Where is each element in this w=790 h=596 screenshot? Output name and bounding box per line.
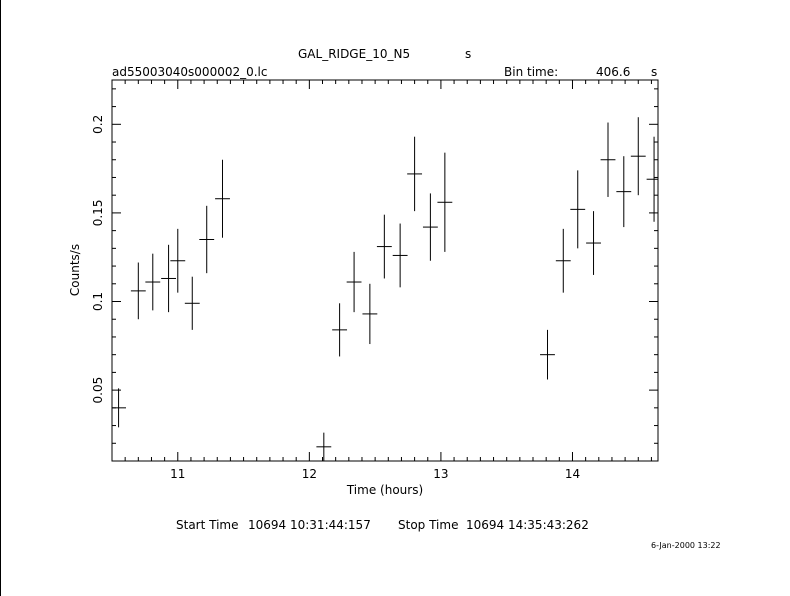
bin-time-unit: s [651,65,658,79]
start-time-label: Start Time [176,518,239,532]
data-point [616,156,632,228]
x-tick-label: 11 [170,467,185,481]
data-point [362,283,378,345]
y-tick-label: 0.05 [91,377,105,404]
left-border-line [0,0,1,596]
x-axis-title: Time (hours) [346,483,423,497]
plot-frame [111,79,659,462]
data-point [332,303,348,357]
data-points [112,117,658,461]
data-point [130,262,146,320]
y-tick-label: 0.2 [91,115,105,134]
x-tick-label: 12 [302,467,317,481]
data-point [346,251,362,313]
data-point [630,117,646,196]
x-tick-label: 14 [565,467,580,481]
bin-time-value: 406.6 [596,65,631,79]
y-tick-label: 0.15 [91,200,105,227]
y-tick-label: 0.1 [91,292,105,311]
data-point [170,228,186,293]
start-time-value: 10694 10:31:44:157 [248,518,371,532]
data-point [540,329,555,380]
data-point [600,122,616,197]
x-axis-ticks: 11 12 13 14 [124,80,652,481]
data-point [570,170,586,249]
plot-title: GAL_RIDGE_10_N5 [298,47,411,61]
data-point [199,205,215,274]
data-point [215,159,230,238]
y-axis-title: Counts/s [68,244,82,296]
data-point [112,388,127,428]
data-point [161,244,177,313]
data-point [646,136,658,222]
data-point [407,136,423,212]
data-point [555,228,571,293]
filename-label: ad55003040s000002_0.lc [112,65,268,79]
stop-time-label: Stop Time [398,518,459,532]
data-point [376,214,392,279]
data-point [422,193,438,261]
bin-time-label: Bin time: [504,65,559,79]
data-point [437,152,453,252]
data-point [586,211,601,275]
x-tick-label: 13 [433,467,448,481]
data-point [316,432,332,461]
data-point [392,223,408,288]
data-point [184,276,200,330]
date-stamp: 6-Jan-2000 13:22 [651,541,721,550]
y-axis-ticks: 0.05 0.1 0.15 0.2 [91,88,658,444]
data-point [145,253,161,311]
stop-time-value: 10694 14:35:43:262 [466,518,589,532]
plot-title-suffix: s [465,47,472,61]
